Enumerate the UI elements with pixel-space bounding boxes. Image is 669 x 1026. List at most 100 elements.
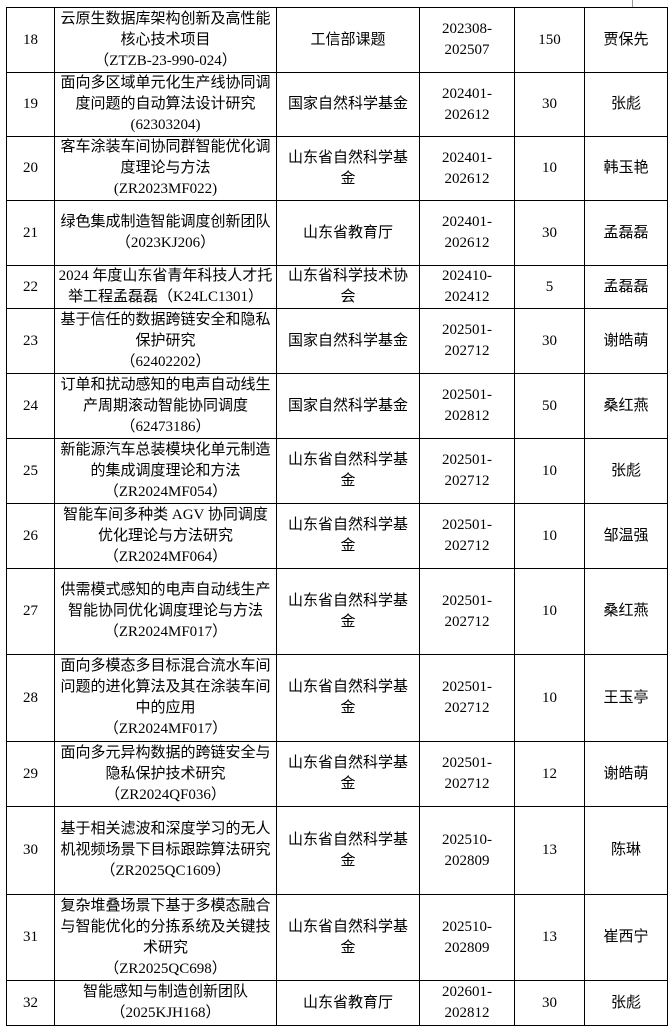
cell-period: 202308- 202507 <box>419 7 515 73</box>
cell-source: 山东省科学技术协会 <box>276 265 420 309</box>
cell-funding: 30 <box>514 980 585 1026</box>
project-code: （ZR2025QC1609） <box>100 863 231 879</box>
project-source: 国家自然科学基金 <box>287 96 408 112</box>
cell-period: 202501- 202712 <box>419 438 515 504</box>
period-start: 202308- <box>442 21 492 37</box>
project-leader: 桑红燕 <box>603 397 649 414</box>
cell-project: 订单和扰动感知的电声自动线生产周期滚动智能协同调度 （62473186） <box>54 373 277 439</box>
cell-project: 智能车间多种类 AGV 协同调度优化理论与方法研究 （ZR2024MF064） <box>54 503 277 569</box>
project-source: 山东省自然科学基金 <box>287 452 408 489</box>
cell-project: 供需模式感知的电声自动线生产智能协同优化调度理论与方法 （ZR2024MF017） <box>54 568 277 655</box>
table-row: 27 供需模式感知的电声自动线生产智能协同优化调度理论与方法 （ZR2024MF01… <box>6 568 668 655</box>
project-code: （62473186） <box>120 418 211 435</box>
project-code: （2023KJ206） <box>115 235 216 251</box>
cell-period: 202501- 202712 <box>419 741 515 807</box>
project-source: 山东省自然科学基金 <box>287 755 408 792</box>
period-end: 202412 <box>444 289 490 305</box>
period-end: 202712 <box>444 776 490 792</box>
project-code: （62402202） <box>120 353 211 370</box>
cell-project: 基于相关滤波和深度学习的无人机视频场景下目标跟踪算法研究 （ZR2025QC160… <box>54 806 277 895</box>
funding-amount: 10 <box>542 527 557 544</box>
funding-amount: 30 <box>542 224 557 241</box>
cell-period: 202401- 202612 <box>419 200 515 266</box>
table-row: 26 智能车间多种类 AGV 协同调度优化理论与方法研究 （ZR2024MF064）… <box>6 503 668 569</box>
project-source: 山东省自然科学基金 <box>287 831 408 869</box>
table-row: 28 面向多模态多目标混合流水车间问题的进化算法及其在涂装车间中的应用 （ZR202… <box>6 654 668 742</box>
cell-project: 面向多元异构数据的跨链安全与隐私保护技术研究 （ZR2024QF036） <box>54 741 277 807</box>
funding-amount: 30 <box>542 332 557 349</box>
cell-leader: 张彪 <box>584 438 668 504</box>
funding-amount: 30 <box>542 994 557 1011</box>
cell-number: 31 <box>6 894 55 981</box>
project-title: 面向多区域单元化生产线协同调度问题的自动算法设计研究 <box>60 75 271 112</box>
period-start: 202401- <box>442 85 492 102</box>
project-leader: 张彪 <box>610 994 641 1011</box>
project-title: 基于相关滤波和深度学习的无人机视频场景下目标跟踪算法研究 <box>60 821 271 858</box>
cell-number: 30 <box>6 806 55 895</box>
row-number: 30 <box>23 842 38 858</box>
table-row: 21 绿色集成制造智能调度创新团队 （2023KJ206） 山东省教育厅 202401-… <box>6 200 668 266</box>
period-end: 202812 <box>444 408 490 424</box>
row-number: 24 <box>23 397 38 414</box>
cell-funding: 30 <box>514 200 585 266</box>
cell-source: 国家自然科学基金 <box>276 373 420 439</box>
cell-funding: 30 <box>514 72 585 137</box>
cell-leader: 谢皓萌 <box>584 741 668 807</box>
cell-period: 202501- 202812 <box>419 373 515 439</box>
project-source: 山东省自然科学基金 <box>287 592 408 630</box>
table-row: 29 面向多元异构数据的跨链安全与隐私保护技术研究 （ZR2024QF036） 山东省… <box>6 741 668 807</box>
period-start: 202510- <box>442 918 492 935</box>
table-row: 30 基于相关滤波和深度学习的无人机视频场景下目标跟踪算法研究 （ZR2025QC1… <box>6 806 668 895</box>
funding-amount: 12 <box>542 765 557 782</box>
cell-period: 202401- 202612 <box>419 136 515 201</box>
project-title: 云原生数据库架构创新及高性能核心技术项目 <box>60 10 271 48</box>
project-title: 基于信任的数据跨链安全和隐私保护研究 <box>60 311 271 349</box>
cell-source: 国家自然科学基金 <box>276 72 420 137</box>
cell-number: 32 <box>6 980 55 1026</box>
cell-number: 25 <box>6 438 55 504</box>
cell-number: 18 <box>6 7 55 73</box>
period-start: 202410- <box>442 268 492 284</box>
row-number: 18 <box>23 31 38 48</box>
cell-period: 202501- 202712 <box>419 568 515 655</box>
cell-source: 山东省教育厅 <box>276 200 420 266</box>
cell-project: 绿色集成制造智能调度创新团队 （2023KJ206） <box>54 200 277 266</box>
project-source: 山东省自然科学基金 <box>287 918 408 956</box>
period-end: 202712 <box>444 613 490 630</box>
cell-leader: 韩玉艳 <box>584 136 668 201</box>
cell-source: 山东省自然科学基金 <box>276 568 420 655</box>
period-start: 202501- <box>442 452 492 468</box>
cell-leader: 孟磊磊 <box>584 200 668 266</box>
project-source: 工信部课题 <box>310 31 386 48</box>
cell-project: 智能感知与制造创新团队 （2025KJH168） <box>54 980 277 1026</box>
period-start: 202501- <box>442 322 492 338</box>
row-number: 19 <box>23 96 38 112</box>
cell-project: 面向多区域单元化生产线协同调度问题的自动算法设计研究 (62303204) <box>54 72 277 137</box>
table-row: 31 复杂堆叠场景下基于多模态融合与智能优化的分拣系统及关键技术研究 （ZR2025… <box>6 894 668 981</box>
cell-number: 19 <box>6 72 55 137</box>
project-source: 山东省自然科学基金 <box>287 679 408 716</box>
cell-period: 202510- 202809 <box>419 894 515 981</box>
table-row: 18 云原生数据库架构创新及高性能核心技术项目 （ZTZB-23-990-024） 工… <box>6 7 668 73</box>
cell-funding: 150 <box>514 7 585 73</box>
project-table: 18 云原生数据库架构创新及高性能核心技术项目 （ZTZB-23-990-024） 工… <box>6 7 668 1026</box>
cell-funding: 10 <box>514 654 585 742</box>
period-end: 202712 <box>444 700 490 716</box>
cell-project: 客车涂装车间协同群智能优化调度理论与方法 (ZR2023MF022) <box>54 136 277 201</box>
project-leader: 孟磊磊 <box>603 224 649 241</box>
project-code: （ZTZB-23-990-024） <box>94 52 237 69</box>
period-start: 202501- <box>442 679 492 695</box>
period-start: 202601- <box>442 984 492 1000</box>
project-title: 面向多元异构数据的跨链安全与隐私保护技术研究 <box>60 744 271 782</box>
cell-period: 202601- 202812 <box>419 980 515 1026</box>
project-source: 山东省自然科学基金 <box>287 517 408 554</box>
project-leader: 崔西宁 <box>603 929 649 945</box>
period-end: 202712 <box>444 343 490 359</box>
period-end: 202612 <box>444 106 490 123</box>
period-end: 202712 <box>444 473 490 489</box>
project-title: 2024 年度山东省青年科技人才托举工程孟磊磊（K24LC1301） <box>58 268 273 305</box>
cell-period: 202410- 202412 <box>419 265 515 309</box>
cell-leader: 贾保先 <box>584 7 668 73</box>
project-code: （ZR2025QC698） <box>104 960 227 977</box>
cell-period: 202401- 202612 <box>419 72 515 137</box>
